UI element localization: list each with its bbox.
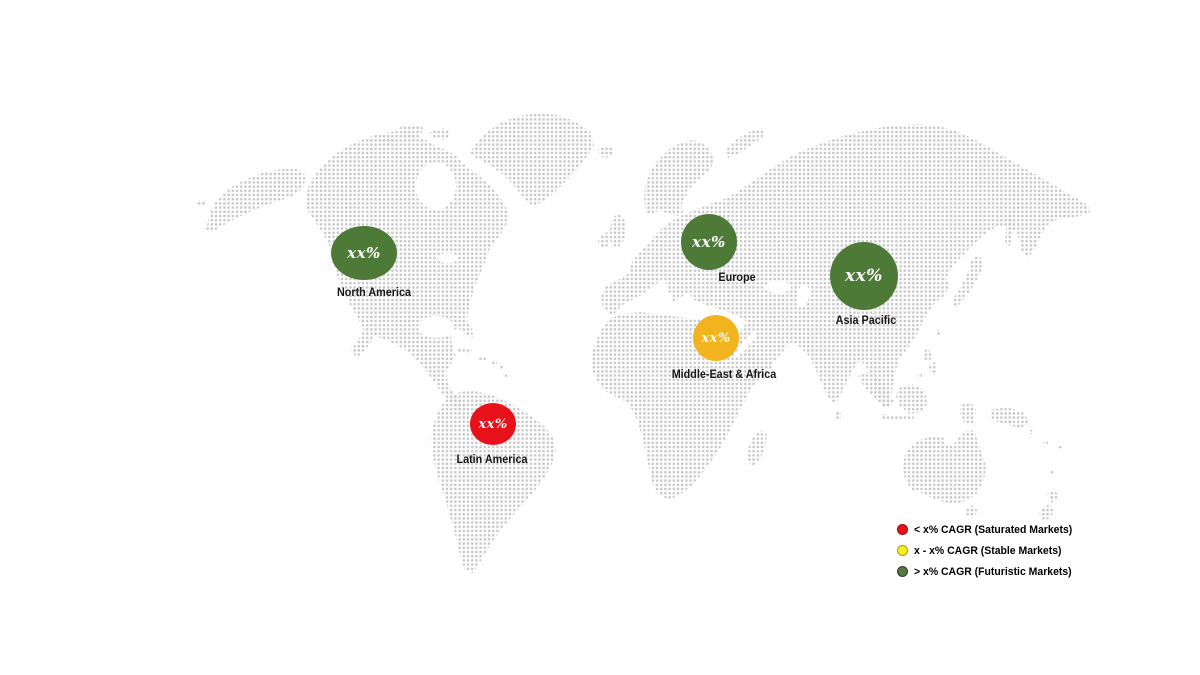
region-label-latin-america: Latin America <box>456 452 528 466</box>
legend-dot-red-icon <box>897 524 908 535</box>
legend-dot-green-icon <box>897 566 908 577</box>
japan-shape <box>952 255 983 308</box>
region-bubble-latin-america: xx% <box>470 403 516 445</box>
sulawesi-shape <box>960 402 976 425</box>
new-zealand-shape <box>1039 490 1059 521</box>
region-value: xx% <box>845 266 883 286</box>
legend-item-label: x - x% CAGR (Stable Markets) <box>914 544 1062 557</box>
new-guinea-shape <box>990 407 1030 428</box>
region-value: xx% <box>478 416 508 432</box>
continent-north-america <box>196 113 594 411</box>
legend-item-stable: x - x% CAGR (Stable Markets) <box>897 544 1081 557</box>
caribbean-islands <box>456 348 509 377</box>
legend: < x% CAGR (Saturated Markets) x - x% CAG… <box>897 523 1081 578</box>
north-america-mainland <box>305 131 508 411</box>
australia-shape <box>903 430 986 504</box>
tasmania-shape <box>965 505 978 518</box>
baltic-sea <box>681 191 695 213</box>
region-bubble-north-america: xx% <box>331 226 397 280</box>
taiwan-shape <box>936 330 941 336</box>
region-value: xx% <box>692 233 726 251</box>
gulf-of-mexico <box>418 316 454 338</box>
red-sea <box>735 331 757 357</box>
region-southeast-asia-islands <box>858 348 1062 474</box>
continent-south-america <box>431 391 556 573</box>
sakhalin-shape <box>1005 214 1014 246</box>
region-label-asia-pacific: Asia Pacific <box>835 313 897 327</box>
uk-shape <box>610 214 626 248</box>
region-value: xx% <box>347 244 381 262</box>
region-bubble-asia-pacific: xx% <box>830 242 898 310</box>
region-label-middle-east-africa: Middle-East & Africa <box>671 367 777 381</box>
great-lakes <box>438 253 458 263</box>
legend-item-label: > x% CAGR (Futuristic Markets) <box>914 565 1072 578</box>
philippines-shape <box>918 348 938 378</box>
region-bubble-middle-east-africa: xx% <box>693 315 739 361</box>
region-label-north-america: North America <box>336 285 412 299</box>
iceland-shape <box>597 146 614 158</box>
region-value: xx% <box>701 330 731 346</box>
sri-lanka-shape <box>836 412 841 419</box>
legend-item-label: < x% CAGR (Saturated Markets) <box>914 523 1073 536</box>
region-bubble-europe: xx% <box>681 214 737 270</box>
sumatra-shape <box>858 372 894 408</box>
continent-oceania <box>903 430 1059 521</box>
continent-europe <box>597 128 766 248</box>
legend-item-futuristic: > x% CAGR (Futuristic Markets) <box>897 565 1081 578</box>
greenland-shape <box>470 113 594 206</box>
madagascar-shape <box>747 430 767 467</box>
continent-africa <box>591 312 774 500</box>
gulf-of-carpentaria <box>944 435 956 445</box>
legend-item-saturated: < x% CAGR (Saturated Markets) <box>897 523 1081 536</box>
africa-shape <box>591 312 774 500</box>
java-shape <box>881 414 914 421</box>
caspian-sea <box>796 284 810 308</box>
south-america-shape <box>431 391 556 573</box>
borneo-shape <box>896 384 928 414</box>
novaya-zemlya-shape <box>726 128 766 158</box>
alaska-shape <box>206 169 306 232</box>
scandinavia-shape <box>644 140 714 216</box>
ireland-shape <box>598 232 611 248</box>
sea-overlays <box>416 162 956 445</box>
black-sea <box>765 281 791 293</box>
pacific-islands <box>1008 420 1062 474</box>
legend-dot-yellow-icon <box>897 545 908 556</box>
arctic-islands <box>380 124 452 146</box>
region-label-europe: Europe <box>718 270 756 284</box>
hudson-bay <box>416 162 456 210</box>
